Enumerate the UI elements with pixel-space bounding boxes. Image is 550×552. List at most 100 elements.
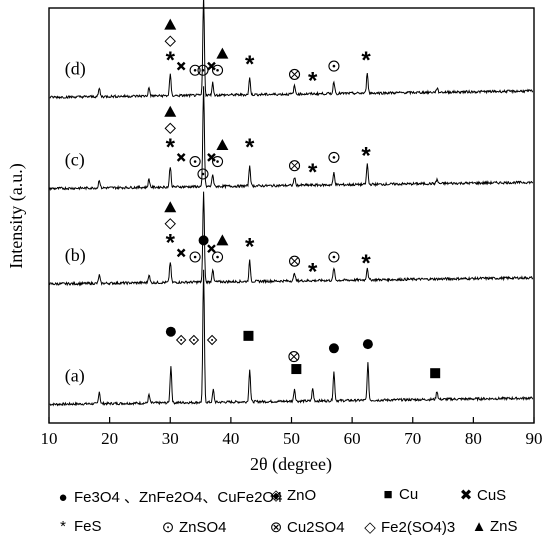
pattern-label: (b) xyxy=(65,245,86,266)
x-tick-label: 10 xyxy=(41,429,58,448)
marker-cross xyxy=(207,153,216,162)
marker-filled-triangle xyxy=(164,105,177,117)
marker-filled-triangle xyxy=(216,138,229,150)
legend-item-fe3o4: ● Fe3O4 、ZnFe2O4、CuFe2O4 xyxy=(55,486,282,507)
star-icon: * xyxy=(60,518,66,535)
y-axis-label: Intensity (a.u.) xyxy=(6,163,27,268)
legend-label: FeS xyxy=(74,518,102,535)
marker-crossed-circle xyxy=(288,255,301,267)
legend-label: ZnSO4 xyxy=(179,519,227,536)
marker-star: * xyxy=(308,159,318,186)
marker-cross xyxy=(176,61,186,71)
svg-text:*: * xyxy=(361,250,371,277)
marker-open-diamond-small xyxy=(175,334,187,346)
svg-text:*: * xyxy=(308,159,318,186)
x-tick-label: 60 xyxy=(344,429,361,448)
marker-open-diamond xyxy=(164,35,176,47)
legend-label: ZnO xyxy=(287,487,317,504)
marker-open-circle xyxy=(328,151,340,163)
x-tick-label: 90 xyxy=(526,429,543,448)
filled-square-icon: ■ xyxy=(383,486,393,503)
svg-text:*: * xyxy=(245,134,255,161)
marker-open-circle xyxy=(328,251,340,263)
marker-open-circle xyxy=(197,168,209,180)
marker-star: * xyxy=(245,134,255,161)
svg-text:*: * xyxy=(166,47,176,74)
legend-label: ZnS xyxy=(490,518,518,535)
filled-triangle-icon: ▲ xyxy=(471,518,487,535)
chart-legend: ● Fe3O4 、ZnFe2O4、CuFe2O4 ◈ ZnO ■ Cu ✖ CuS * F… xyxy=(0,480,550,552)
marker-filled-square xyxy=(243,330,254,341)
cross-icon: ✖ xyxy=(459,487,473,504)
marker-star: * xyxy=(166,229,176,256)
crossed-circle-icon: ⊗ xyxy=(269,519,283,536)
legend-item-cu: ■ Cu xyxy=(380,486,418,503)
marker-star: * xyxy=(245,234,255,261)
marker-filled-circle xyxy=(198,235,209,246)
x-tick-label: 30 xyxy=(162,429,179,448)
marker-open-diamond-small xyxy=(206,334,218,346)
marker-star: * xyxy=(361,47,371,74)
xrd-pattern-d xyxy=(49,0,534,100)
marker-cross xyxy=(176,248,186,258)
legend-item-zns: ▲ ZnS xyxy=(471,518,518,535)
marker-star: * xyxy=(361,142,371,169)
x-axis-label: 2θ (degree) xyxy=(250,454,332,475)
xrd-curves xyxy=(49,0,534,407)
pattern-labels: (a) (b) (c) (d) xyxy=(65,58,86,386)
xrd-pattern-c xyxy=(49,86,534,192)
marker-crossed-circle xyxy=(288,68,301,80)
marker-filled-square xyxy=(291,364,302,375)
marker-open-circle xyxy=(189,156,201,168)
marker-filled-square xyxy=(430,368,441,379)
dotted-circle-icon: ⊙ xyxy=(161,519,175,536)
diamond-dot-icon: ◈ xyxy=(270,487,282,504)
legend-label: Fe3O4 、ZnFe2O4、CuFe2O4 xyxy=(74,489,283,506)
marker-filled-circle xyxy=(328,343,339,354)
marker-open-diamond xyxy=(164,218,176,230)
legend-label: Fe2(SO4)3 xyxy=(381,519,456,536)
svg-text:*: * xyxy=(245,234,255,261)
svg-text:*: * xyxy=(361,142,371,169)
marker-star: * xyxy=(166,47,176,74)
svg-text:*: * xyxy=(308,258,318,285)
x-tick-label: 20 xyxy=(101,429,118,448)
open-diamond-icon: ◇ xyxy=(364,519,376,536)
marker-star: * xyxy=(308,258,318,285)
legend-item-fes: * FeS xyxy=(55,518,102,535)
marker-open-circle xyxy=(328,60,340,72)
marker-open-diamond-small xyxy=(188,334,200,346)
svg-text:*: * xyxy=(245,51,255,78)
legend-label: Cu xyxy=(399,486,419,503)
marker-filled-circle xyxy=(165,326,176,337)
marker-open-diamond xyxy=(164,122,176,135)
legend-item-fe2so43: ◇ Fe2(SO4)3 xyxy=(362,518,455,536)
marker-open-circle xyxy=(211,251,224,263)
xrd-pattern-b xyxy=(49,191,534,287)
marker-star: * xyxy=(361,250,371,277)
pattern-label: (c) xyxy=(65,150,85,171)
pattern-label: (a) xyxy=(65,366,85,387)
marker-cross xyxy=(207,244,216,254)
legend-item-cus: ✖ CuS xyxy=(458,486,506,504)
marker-star: * xyxy=(245,51,255,78)
svg-text:*: * xyxy=(361,47,371,74)
svg-text:*: * xyxy=(166,229,176,256)
legend-item-cu2so4: ⊗ Cu2SO4 xyxy=(268,518,345,536)
filled-circle-icon: ● xyxy=(58,489,68,506)
marker-cross xyxy=(207,61,216,71)
marker-cross xyxy=(176,153,186,162)
marker-filled-triangle xyxy=(216,47,229,59)
marker-filled-triangle xyxy=(216,234,229,246)
x-tick-label: 50 xyxy=(283,429,300,448)
marker-filled-circle xyxy=(362,339,373,350)
phase-markers: * * * * * * * * * * * * xyxy=(164,18,441,379)
legend-label: CuS xyxy=(477,487,507,504)
legend-item-znso4: ⊙ ZnSO4 xyxy=(160,518,227,536)
marker-open-circle xyxy=(197,64,209,76)
xrd-chart: * * * * * * * * * * * * (a) (b) (c) (d) 10 20 30 40 50 60 70… xyxy=(6,0,543,475)
legend-label: Cu2SO4 xyxy=(287,519,345,536)
marker-open-circle xyxy=(189,251,201,263)
marker-open-circle xyxy=(189,64,201,76)
pattern-label: (d) xyxy=(65,58,86,79)
